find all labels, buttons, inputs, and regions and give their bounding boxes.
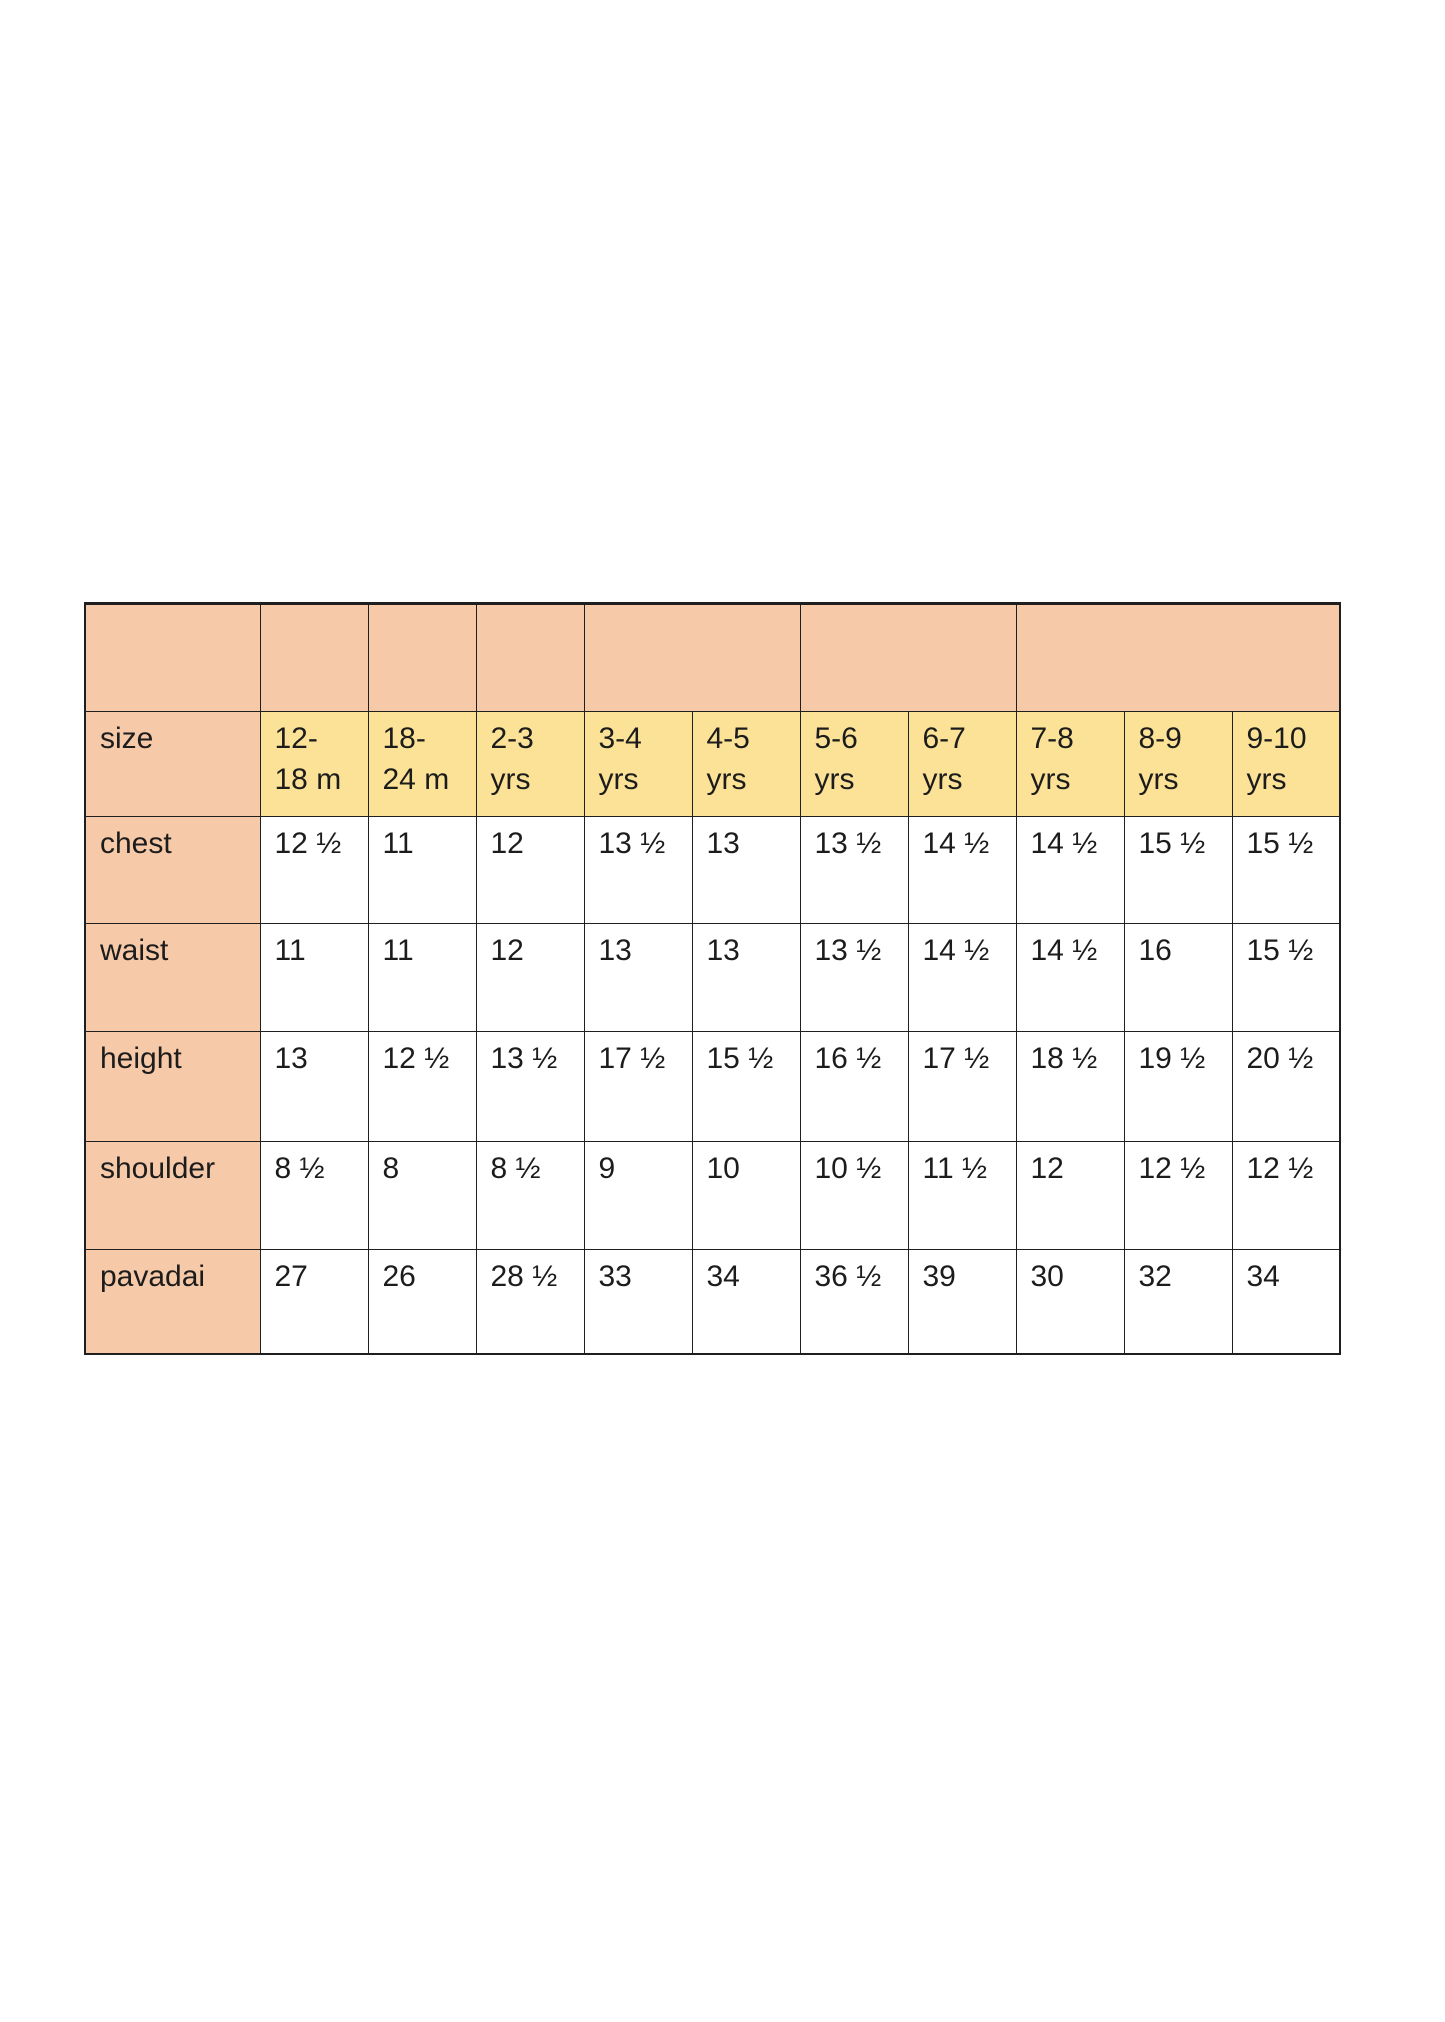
table-row-waist: waist 11 11 12 13 13 13 ½ 14 ½ 14 ½ 16 1… (84, 923, 1341, 1032)
table-row-chest: chest 12 ½ 11 12 13 ½ 13 13 ½ 14 ½ 14 ½ … (84, 816, 1341, 924)
measurement-cell: 15 ½ (1123, 816, 1233, 924)
measurement-cell: 11 (367, 923, 477, 1032)
table-row-shoulder: shoulder 8 ½ 8 8 ½ 9 10 10 ½ 11 ½ 12 12 … (84, 1141, 1341, 1250)
measurement-cell: 13 (583, 923, 693, 1032)
size-col-header-4-5yrs: 4-5 yrs (691, 711, 801, 817)
size-col-header-5-6yrs: 5-6 yrs (799, 711, 909, 817)
measurement-cell: 16 ½ (799, 1031, 909, 1142)
measurement-cell: 8 ½ (475, 1141, 585, 1250)
measurement-cell: 12 ½ (1123, 1141, 1233, 1250)
measurement-cell: 28 ½ (475, 1249, 585, 1354)
header-spacer-cell (583, 603, 801, 712)
measurement-cell: 10 (691, 1141, 801, 1250)
measurement-cell: 32 (1123, 1249, 1233, 1354)
measurement-cell: 34 (691, 1249, 801, 1354)
table-header-band-row (84, 603, 1341, 712)
measurement-cell: 8 ½ (259, 1141, 369, 1250)
measurement-cell: 15 ½ (1231, 923, 1341, 1032)
header-spacer-cell (84, 603, 261, 712)
size-col-header-8-9yrs: 8-9 yrs (1123, 711, 1233, 817)
measurement-cell: 14 ½ (907, 816, 1017, 924)
measurement-cell: 26 (367, 1249, 477, 1354)
row-label-height: height (84, 1031, 261, 1142)
measurement-cell: 13 (691, 923, 801, 1032)
header-spacer-cell (1015, 603, 1341, 712)
size-row-label: size (84, 711, 261, 817)
size-col-header-9-10yrs: 9-10 yrs (1231, 711, 1341, 817)
size-col-header-18-24m: 18- 24 m (367, 711, 477, 817)
measurement-cell: 11 (259, 923, 369, 1032)
size-col-header-3-4yrs: 3-4 yrs (583, 711, 693, 817)
measurement-cell: 33 (583, 1249, 693, 1354)
size-col-header-6-7yrs: 6-7 yrs (907, 711, 1017, 817)
size-col-header-12-18m: 12- 18 m (259, 711, 369, 817)
measurement-cell: 12 ½ (1231, 1141, 1341, 1250)
measurement-cell: 19 ½ (1123, 1031, 1233, 1142)
measurement-cell: 27 (259, 1249, 369, 1354)
measurement-cell: 13 ½ (583, 816, 693, 924)
measurement-cell: 13 ½ (799, 816, 909, 924)
header-spacer-cell (475, 603, 585, 712)
size-header-row: size 12- 18 m 18- 24 m 2-3 yrs 3-4 yrs 4… (84, 711, 1341, 817)
measurement-cell: 12 (1015, 1141, 1125, 1250)
measurement-cell: 12 (475, 923, 585, 1032)
row-label-chest: chest (84, 816, 261, 924)
size-col-header-7-8yrs: 7-8 yrs (1015, 711, 1125, 817)
size-chart-table: size 12- 18 m 18- 24 m 2-3 yrs 3-4 yrs 4… (84, 602, 1341, 1355)
table-row-pavadai: pavadai 27 26 28 ½ 33 34 36 ½ 39 30 32 3… (84, 1249, 1341, 1354)
measurement-cell: 13 (691, 816, 801, 924)
measurement-cell: 15 ½ (691, 1031, 801, 1142)
measurement-cell: 18 ½ (1015, 1031, 1125, 1142)
measurement-cell: 13 ½ (475, 1031, 585, 1142)
header-spacer-cell (367, 603, 477, 712)
measurement-cell: 20 ½ (1231, 1031, 1341, 1142)
measurement-cell: 34 (1231, 1249, 1341, 1354)
measurement-cell: 17 ½ (583, 1031, 693, 1142)
header-spacer-cell (799, 603, 1017, 712)
measurement-cell: 39 (907, 1249, 1017, 1354)
table-row-height: height 13 12 ½ 13 ½ 17 ½ 15 ½ 16 ½ 17 ½ … (84, 1031, 1341, 1142)
measurement-cell: 8 (367, 1141, 477, 1250)
measurement-cell: 12 (475, 816, 585, 924)
measurement-cell: 14 ½ (1015, 816, 1125, 924)
measurement-cell: 12 ½ (367, 1031, 477, 1142)
measurement-cell: 15 ½ (1231, 816, 1341, 924)
measurement-cell: 14 ½ (1015, 923, 1125, 1032)
row-label-pavadai: pavadai (84, 1249, 261, 1354)
measurement-cell: 36 ½ (799, 1249, 909, 1354)
measurement-cell: 17 ½ (907, 1031, 1017, 1142)
header-spacer-cell (259, 603, 369, 712)
measurement-cell: 9 (583, 1141, 693, 1250)
measurement-cell: 11 (367, 816, 477, 924)
row-label-shoulder: shoulder (84, 1141, 261, 1250)
measurement-cell: 16 (1123, 923, 1233, 1032)
size-col-header-2-3yrs: 2-3 yrs (475, 711, 585, 817)
measurement-cell: 10 ½ (799, 1141, 909, 1250)
measurement-cell: 11 ½ (907, 1141, 1017, 1250)
measurement-cell: 13 ½ (799, 923, 909, 1032)
measurement-cell: 12 ½ (259, 816, 369, 924)
row-label-waist: waist (84, 923, 261, 1032)
measurement-cell: 13 (259, 1031, 369, 1142)
measurement-cell: 30 (1015, 1249, 1125, 1354)
measurement-cell: 14 ½ (907, 923, 1017, 1032)
